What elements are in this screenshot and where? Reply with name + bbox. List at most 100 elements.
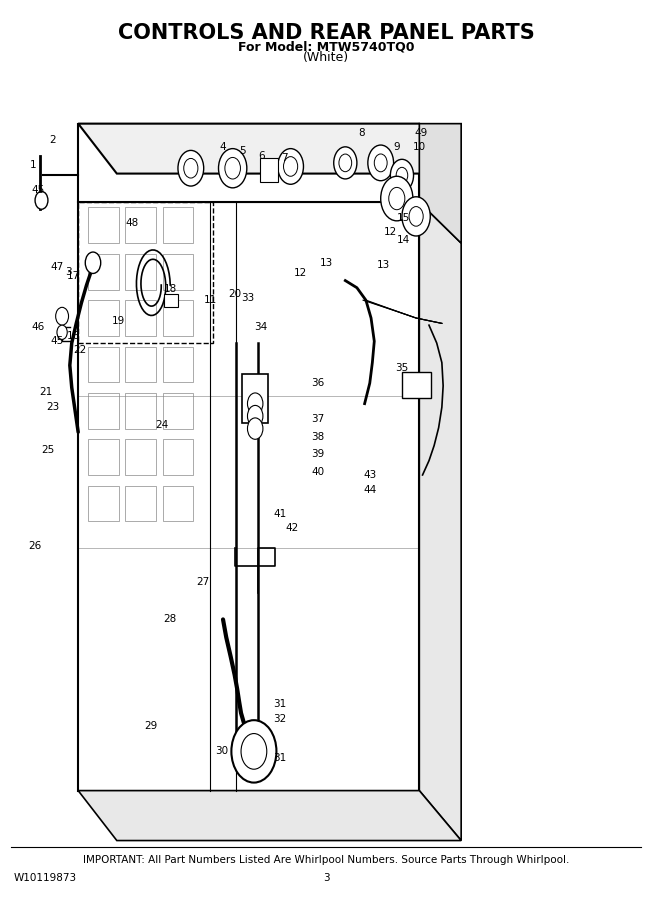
Circle shape <box>85 252 100 274</box>
Text: 27: 27 <box>196 577 209 587</box>
Bar <box>162 439 194 475</box>
Text: 13: 13 <box>378 259 391 269</box>
Text: 10: 10 <box>413 142 426 152</box>
Text: 48: 48 <box>125 218 138 228</box>
Text: 4: 4 <box>220 142 226 152</box>
Text: 44: 44 <box>363 485 376 495</box>
Bar <box>162 254 194 290</box>
Text: 3: 3 <box>65 266 72 276</box>
Text: 15: 15 <box>396 213 410 223</box>
Circle shape <box>184 158 198 178</box>
Text: IMPORTANT: All Part Numbers Listed Are Whirlpool Numbers. Source Parts Through W: IMPORTANT: All Part Numbers Listed Are W… <box>83 855 569 865</box>
Circle shape <box>334 147 357 179</box>
Text: 45: 45 <box>31 184 44 194</box>
Circle shape <box>284 157 298 176</box>
Bar <box>88 439 119 475</box>
Text: 19: 19 <box>112 316 125 326</box>
Text: 7: 7 <box>281 152 288 163</box>
Circle shape <box>57 325 67 339</box>
Text: 11: 11 <box>203 295 216 305</box>
Text: 2: 2 <box>49 135 56 145</box>
Text: 24: 24 <box>155 420 168 430</box>
Text: 47: 47 <box>50 262 64 272</box>
Text: 1: 1 <box>30 159 37 170</box>
Circle shape <box>248 405 263 427</box>
Bar <box>78 123 419 202</box>
Circle shape <box>374 154 387 172</box>
Polygon shape <box>419 123 461 243</box>
Text: 9: 9 <box>394 142 400 152</box>
Text: 31: 31 <box>273 699 286 709</box>
Text: 49: 49 <box>415 129 428 139</box>
Text: 41: 41 <box>273 509 286 519</box>
Bar <box>125 486 156 521</box>
Text: 22: 22 <box>74 345 87 356</box>
Bar <box>88 346 119 382</box>
Bar <box>125 393 156 428</box>
Bar <box>162 346 194 382</box>
Text: 35: 35 <box>395 363 409 373</box>
Bar <box>125 439 156 475</box>
Text: 12: 12 <box>384 227 397 237</box>
Text: 20: 20 <box>228 289 241 299</box>
Text: 37: 37 <box>312 414 325 424</box>
Text: 17: 17 <box>67 271 80 281</box>
Text: 28: 28 <box>164 615 177 625</box>
Text: 33: 33 <box>241 293 254 303</box>
Text: 26: 26 <box>29 541 42 552</box>
Text: 46: 46 <box>31 322 44 332</box>
Text: For Model: MTW5740TQ0: For Model: MTW5740TQ0 <box>238 40 414 53</box>
Text: 25: 25 <box>41 445 55 455</box>
Bar <box>162 301 194 336</box>
Text: W10119873: W10119873 <box>14 873 77 883</box>
Text: 8: 8 <box>358 129 364 139</box>
Circle shape <box>55 307 68 325</box>
Text: 3: 3 <box>323 873 329 883</box>
Bar <box>162 393 194 428</box>
Text: 21: 21 <box>39 387 53 397</box>
Text: 14: 14 <box>396 236 410 246</box>
Text: 45: 45 <box>50 337 64 347</box>
Circle shape <box>218 148 247 188</box>
Bar <box>125 301 156 336</box>
Bar <box>162 486 194 521</box>
Bar <box>88 254 119 290</box>
Bar <box>125 346 156 382</box>
Text: 30: 30 <box>215 746 228 756</box>
Bar <box>260 158 278 183</box>
Polygon shape <box>78 123 461 174</box>
Text: 38: 38 <box>312 432 325 442</box>
Circle shape <box>381 176 413 220</box>
Circle shape <box>402 197 430 236</box>
Bar <box>78 202 213 343</box>
Circle shape <box>241 734 267 770</box>
Circle shape <box>231 720 276 783</box>
Circle shape <box>339 154 351 172</box>
Circle shape <box>391 159 413 192</box>
Polygon shape <box>419 202 461 841</box>
Text: 5: 5 <box>239 147 246 157</box>
Circle shape <box>35 192 48 209</box>
Text: (White): (White) <box>303 51 349 64</box>
Bar <box>125 208 156 243</box>
Text: 42: 42 <box>286 524 299 534</box>
Bar <box>125 254 156 290</box>
Text: CONTROLS AND REAR PANEL PARTS: CONTROLS AND REAR PANEL PARTS <box>117 22 535 42</box>
Bar <box>88 393 119 428</box>
Circle shape <box>248 393 263 414</box>
Circle shape <box>178 150 203 186</box>
Bar <box>402 372 431 399</box>
Bar <box>78 202 419 790</box>
Text: 13: 13 <box>319 257 333 268</box>
Text: 34: 34 <box>254 322 267 332</box>
Bar <box>164 294 178 307</box>
Text: 12: 12 <box>293 268 307 278</box>
Bar <box>88 208 119 243</box>
Circle shape <box>278 148 303 184</box>
Bar <box>162 208 194 243</box>
Text: 39: 39 <box>312 449 325 460</box>
Text: 32: 32 <box>273 715 286 724</box>
Text: 16: 16 <box>67 331 80 341</box>
Text: 29: 29 <box>144 722 158 732</box>
Bar <box>88 301 119 336</box>
